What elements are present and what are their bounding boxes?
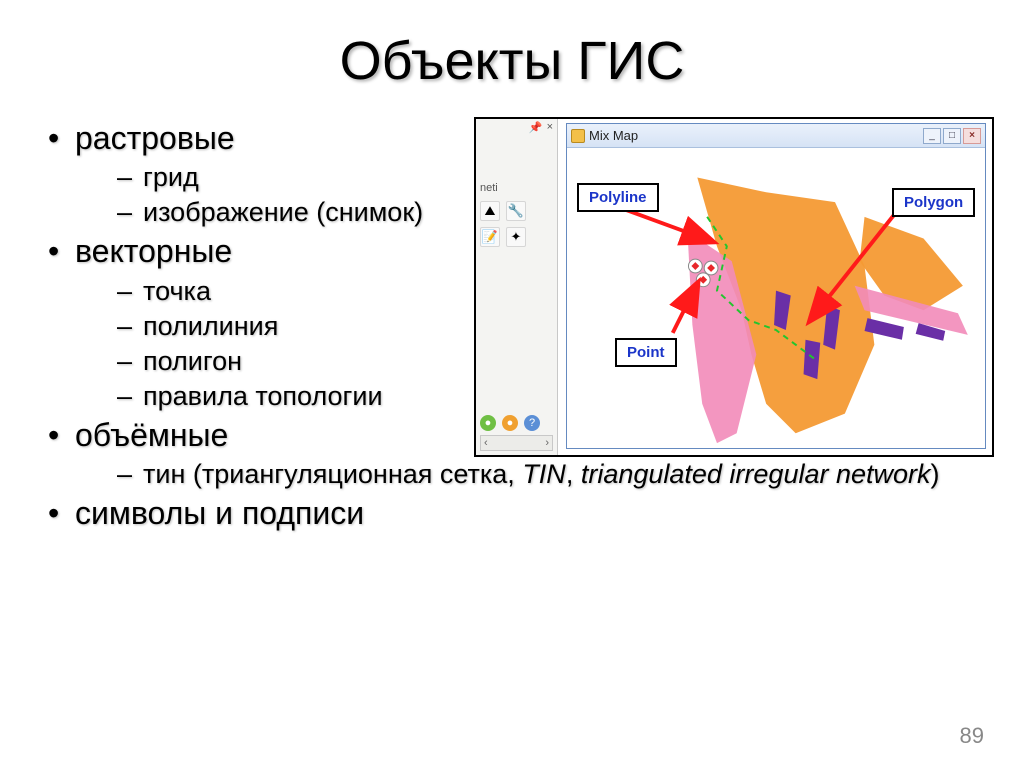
close-panel-icon[interactable]: × (547, 121, 553, 134)
toolbox-scrollbar[interactable]: ‹ › (480, 435, 553, 451)
map-canvas: Polyline Polygon Point (567, 148, 985, 448)
tool-icon-1[interactable]: ⛰ (480, 201, 500, 221)
pin-icon[interactable]: 📌 (529, 121, 543, 134)
scroll-right-icon[interactable]: › (545, 437, 549, 449)
window-maximize-button[interactable]: □ (943, 128, 961, 144)
bullet-volumetric-tin: тин (триангуляционная сетка, TIN, triang… (75, 457, 984, 492)
status-warn-icon[interactable]: ● (502, 415, 518, 431)
tool-icon-2[interactable]: 🔧 (506, 201, 526, 221)
status-ok-icon[interactable]: ● (480, 415, 496, 431)
tool-icon-4[interactable]: ✦ (506, 227, 526, 247)
callout-point: Point (615, 338, 677, 367)
panel-pin-controls: 📌 × (476, 119, 557, 136)
map-titlebar: Mix Map _ □ × (567, 124, 985, 148)
page-number: 89 (960, 723, 984, 749)
gis-figure: 📌 × neti ⛰ 🔧 📝 ✦ ● ● (474, 117, 994, 457)
bullet-symbols: символы и подписи (40, 492, 984, 535)
toolbox-panel: 📌 × neti ⛰ 🔧 📝 ✦ ● ● (476, 119, 558, 455)
help-icon[interactable]: ? (524, 415, 540, 431)
window-minimize-button[interactable]: _ (923, 128, 941, 144)
toolbox-label: neti (476, 176, 557, 198)
scroll-left-icon[interactable]: ‹ (484, 437, 488, 449)
callout-polygon: Polygon (892, 188, 975, 217)
window-app-icon (571, 129, 585, 143)
map-window-title: Mix Map (589, 128, 638, 143)
content-area: растровые грид изображение (снимок) вект… (40, 117, 984, 535)
callout-polyline: Polyline (577, 183, 659, 212)
map-window: Mix Map _ □ × (566, 123, 986, 449)
slide-title: Объекты ГИС (40, 30, 984, 92)
window-close-button[interactable]: × (963, 128, 981, 144)
tool-icon-3[interactable]: 📝 (480, 227, 500, 247)
